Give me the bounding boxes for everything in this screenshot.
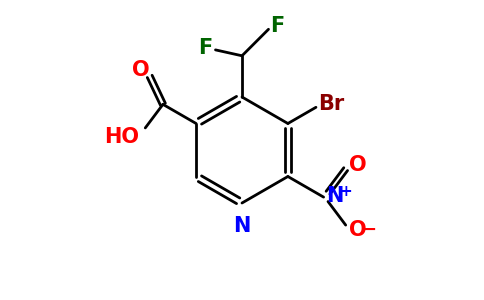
Text: Br: Br: [318, 94, 345, 114]
Text: F: F: [270, 16, 284, 36]
Text: N: N: [233, 216, 251, 236]
Text: HO: HO: [105, 127, 139, 147]
Text: O: O: [348, 220, 366, 239]
Text: +: +: [340, 184, 352, 199]
Text: O: O: [132, 61, 150, 80]
Text: O: O: [348, 155, 366, 175]
Text: F: F: [198, 38, 212, 58]
Text: −: −: [361, 220, 377, 238]
Text: N: N: [327, 186, 344, 206]
